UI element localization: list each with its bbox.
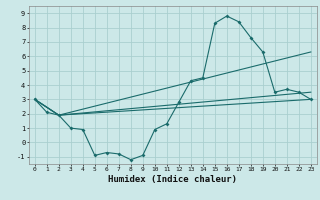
X-axis label: Humidex (Indice chaleur): Humidex (Indice chaleur) bbox=[108, 175, 237, 184]
